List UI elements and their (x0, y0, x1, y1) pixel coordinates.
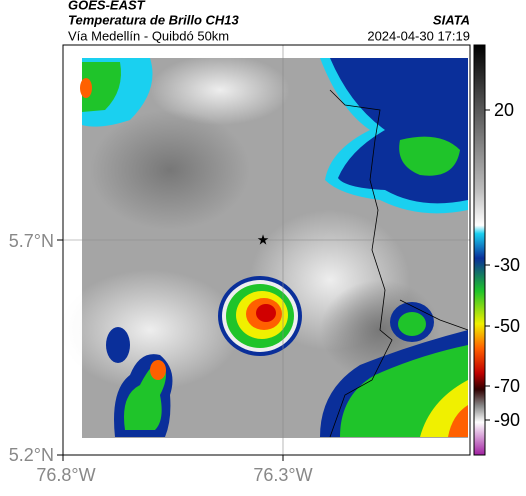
colorbar-label: 20 (494, 100, 514, 120)
subtitle: Vía Medellín - Quibdó 50km (68, 28, 229, 43)
map-frame (62, 44, 471, 456)
lon-label: 76.8°W (36, 465, 95, 485)
colorbar-label: -90 (494, 410, 520, 430)
colorbar-label: -50 (494, 316, 520, 336)
timestamp: 2024-04-30 17:19 (367, 28, 470, 43)
colorbar-ticks: 20 -30 -50 -70 -90 (485, 100, 520, 430)
svg-text:★: ★ (257, 232, 270, 248)
colorbar-label: -70 (494, 376, 520, 396)
colorbar-label: -30 (494, 255, 520, 275)
colorbar (473, 44, 486, 456)
title: Temperatura de Brillo CH13 (68, 12, 240, 27)
source: GOES-EAST (68, 0, 146, 12)
lat-label: 5.2°N (9, 445, 54, 465)
lat-label: 5.7°N (9, 231, 54, 251)
satellite-image: ★ (60, 45, 470, 455)
org: SIATA (433, 12, 470, 27)
lon-label: 76.3°W (253, 465, 312, 485)
